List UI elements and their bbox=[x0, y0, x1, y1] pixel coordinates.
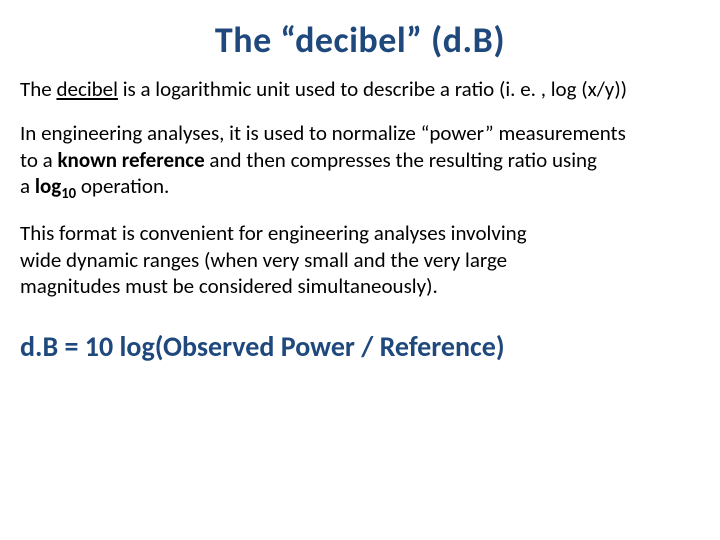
text: The bbox=[20, 76, 56, 102]
text: This format is convenient for engineerin… bbox=[20, 220, 527, 246]
text: a bbox=[20, 173, 35, 199]
text: wide dynamic ranges (when very small and… bbox=[20, 247, 507, 273]
text: In engineering analyses, it is used to n… bbox=[20, 120, 626, 146]
text-bold-known-reference: known reference bbox=[57, 147, 204, 173]
text: magnitudes must be considered simultaneo… bbox=[20, 273, 438, 299]
formula: d.B = 10 log(Observed Power / Reference) bbox=[20, 329, 700, 364]
subscript-10: 10 bbox=[61, 184, 76, 202]
paragraph-1: The decibel is a logarithmic unit used t… bbox=[20, 76, 700, 102]
text-bold-log10: log10 bbox=[35, 173, 76, 199]
slide: The “decibel” (d.B) The decibel is a log… bbox=[0, 0, 720, 540]
text: is a logarithmic unit used to describe a… bbox=[118, 76, 627, 102]
text: operation. bbox=[76, 173, 169, 199]
text-underlined-decibel: decibel bbox=[56, 76, 117, 102]
paragraph-3: This format is convenient for engineerin… bbox=[20, 220, 700, 299]
text: to a bbox=[20, 147, 57, 173]
text-log: log bbox=[35, 173, 61, 199]
text: and then compresses the resulting ratio … bbox=[205, 147, 597, 173]
slide-title: The “decibel” (d.B) bbox=[20, 18, 700, 62]
paragraph-2: In engineering analyses, it is used to n… bbox=[20, 120, 700, 202]
